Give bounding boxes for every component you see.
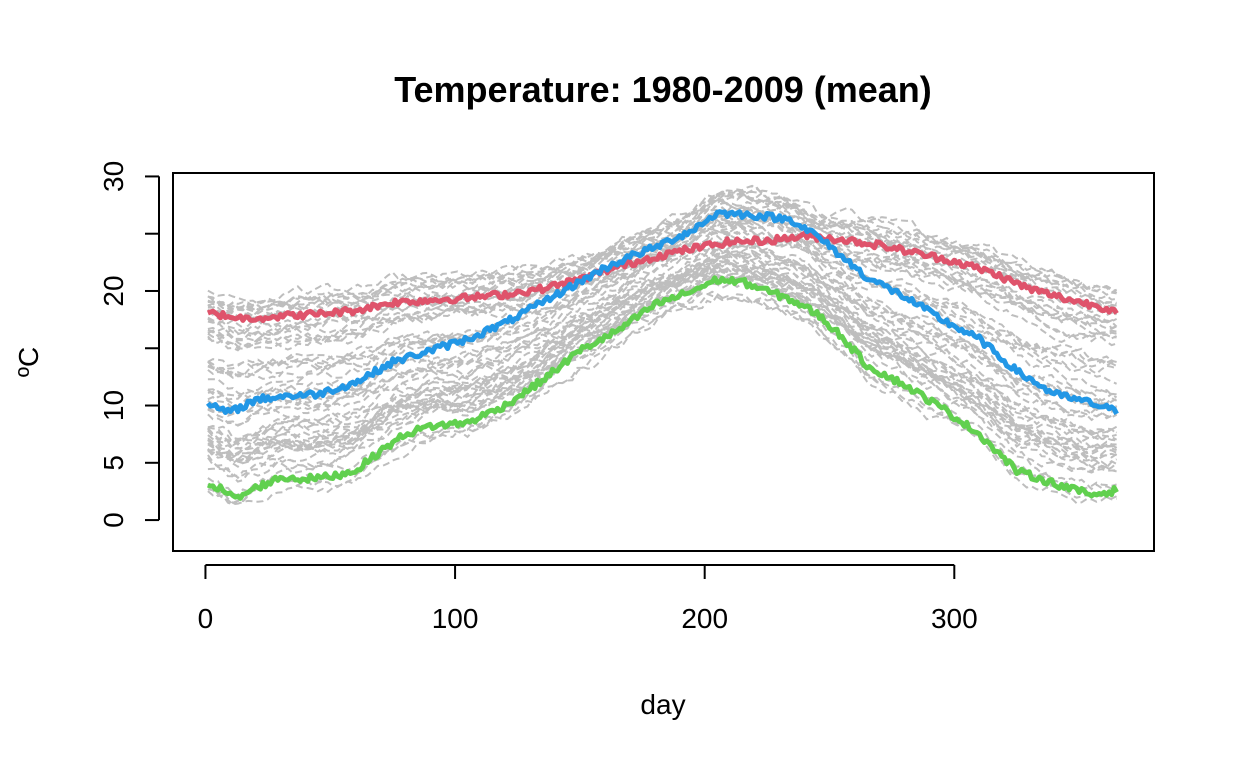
station-curve xyxy=(207,230,1117,396)
x-tick-label: 300 xyxy=(931,603,978,634)
station-curve xyxy=(207,224,1117,380)
y-tick-label: 30 xyxy=(98,161,129,192)
plot-frame xyxy=(172,172,1155,552)
background-station-curves xyxy=(207,184,1118,506)
y-axis-label: ºC xyxy=(13,347,44,377)
station-curve xyxy=(207,261,1118,440)
station-curve xyxy=(207,189,1117,316)
y-tick-label: 10 xyxy=(98,390,129,421)
station-curve xyxy=(207,274,1118,480)
station-curve xyxy=(207,251,1117,416)
station-curve xyxy=(207,272,1117,477)
y-tick-label: 20 xyxy=(98,275,129,306)
station-curve xyxy=(207,268,1117,468)
station-curve xyxy=(207,263,1118,462)
station-curve xyxy=(207,238,1118,405)
x-tick-label: 200 xyxy=(681,603,728,634)
y-tick-label: 5 xyxy=(98,455,129,471)
station-curve xyxy=(207,274,1117,483)
chart-title: Temperature: 1980-2009 (mean) xyxy=(394,69,932,110)
station-curve xyxy=(207,264,1118,443)
x-axis: 0 100 200 300 xyxy=(198,564,978,634)
station-curve xyxy=(207,230,1117,379)
station-curve xyxy=(207,191,1118,305)
station-curve xyxy=(207,255,1118,447)
station-curve xyxy=(207,258,1117,456)
x-axis-label: day xyxy=(640,689,685,720)
x-tick-label: 0 xyxy=(198,603,214,634)
series-line-red xyxy=(206,230,1119,324)
station-curve xyxy=(207,251,1118,446)
highlighted-series xyxy=(205,209,1119,501)
station-curve xyxy=(207,258,1117,457)
station-curve xyxy=(207,262,1118,471)
station-curve xyxy=(207,199,1117,320)
station-curve xyxy=(207,222,1117,351)
series-line-blue xyxy=(205,209,1119,416)
y-axis: 0 5 10 20 30 xyxy=(98,161,160,528)
station-curve xyxy=(207,253,1117,426)
x-tick-label: 100 xyxy=(432,603,479,634)
y-tick-label: 0 xyxy=(98,512,129,528)
station-curve xyxy=(207,186,1118,313)
station-curve xyxy=(207,250,1117,450)
station-curve xyxy=(207,198,1118,316)
station-curve xyxy=(207,244,1117,417)
series-line-green xyxy=(206,275,1119,501)
station-curve xyxy=(207,251,1118,399)
